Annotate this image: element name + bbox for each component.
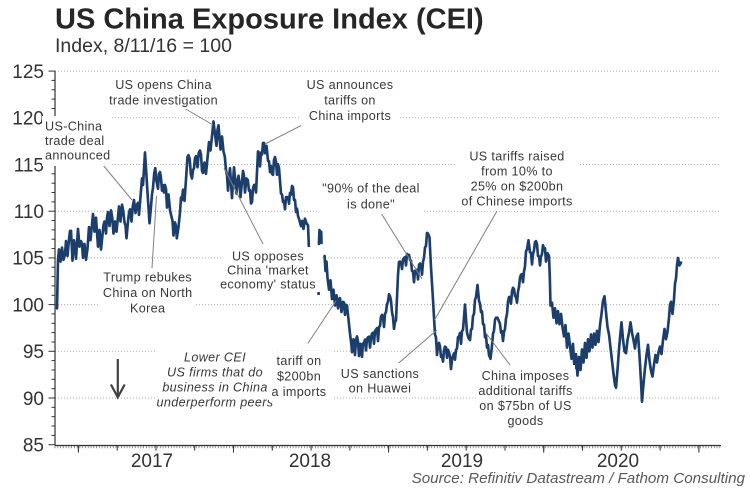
svg-text:Lower CEI: Lower CEI <box>184 351 246 365</box>
svg-text:from 10% to: from 10% to <box>481 165 553 179</box>
svg-text:a imports: a imports <box>272 385 327 399</box>
svg-text:2017: 2017 <box>131 451 173 472</box>
svg-text:US sanctions: US sanctions <box>341 367 419 381</box>
svg-text:US announces: US announces <box>307 78 394 92</box>
svg-text:on Huawei: on Huawei <box>349 382 412 396</box>
svg-text:110: 110 <box>14 202 44 223</box>
svg-text:Trump rebukes: Trump rebukes <box>103 271 192 285</box>
svg-text:100: 100 <box>12 295 44 316</box>
svg-text:25% on $200bn: 25% on $200bn <box>471 180 564 194</box>
svg-text:trade investigation: trade investigation <box>109 94 218 108</box>
svg-text:US tariffs raised: US tariffs raised <box>469 150 564 164</box>
svg-text:$200bn: $200bn <box>277 370 321 384</box>
svg-text:120: 120 <box>12 109 44 130</box>
svg-text:2019: 2019 <box>441 451 483 472</box>
svg-text:tariff on: tariff on <box>277 354 322 368</box>
svg-text:125: 125 <box>12 62 44 83</box>
svg-text:goods: goods <box>507 414 543 428</box>
svg-text:85: 85 <box>23 436 44 457</box>
svg-text:Index, 8/11/16 = 100: Index, 8/11/16 = 100 <box>55 35 232 57</box>
svg-text:of Chinese imports: of Chinese imports <box>461 195 572 209</box>
svg-text:economy' status: economy' status <box>220 278 316 292</box>
svg-text:underperform peers: underperform peers <box>157 396 274 410</box>
svg-text:business in China: business in China <box>162 381 267 395</box>
svg-text:115: 115 <box>14 155 44 176</box>
svg-text:US opens China: US opens China <box>115 78 212 92</box>
svg-text:on $75bn of US: on $75bn of US <box>479 399 571 413</box>
svg-text:95: 95 <box>23 342 44 363</box>
svg-text:announced: announced <box>45 149 110 163</box>
svg-text:US-China: US-China <box>45 120 102 134</box>
svg-text:China 'market: China 'market <box>227 264 309 278</box>
svg-text:trade deal: trade deal <box>45 134 105 148</box>
svg-text:is done": is done" <box>347 198 395 212</box>
svg-text:additional tariffs: additional tariffs <box>478 384 572 398</box>
svg-text:"90% of the deal: "90% of the deal <box>322 182 420 196</box>
svg-text:China imports: China imports <box>309 109 391 123</box>
svg-text:US China Exposure Index (CEI): US China Exposure Index (CEI) <box>55 4 484 36</box>
svg-text:China on North: China on North <box>103 286 193 300</box>
svg-text:US opposes: US opposes <box>232 250 304 264</box>
svg-text:105: 105 <box>12 249 44 270</box>
svg-text:tariffs on: tariffs on <box>324 94 376 108</box>
svg-text:2018: 2018 <box>289 451 331 472</box>
svg-text:2020: 2020 <box>597 451 639 472</box>
svg-text:China imposes: China imposes <box>482 369 570 383</box>
svg-text:US firms that do: US firms that do <box>167 366 263 380</box>
svg-text:90: 90 <box>23 389 44 410</box>
svg-text:Korea: Korea <box>130 302 165 316</box>
svg-text:Source: Refinitiv Datastream /: Source: Refinitiv Datastream / Fathom Co… <box>412 470 746 487</box>
